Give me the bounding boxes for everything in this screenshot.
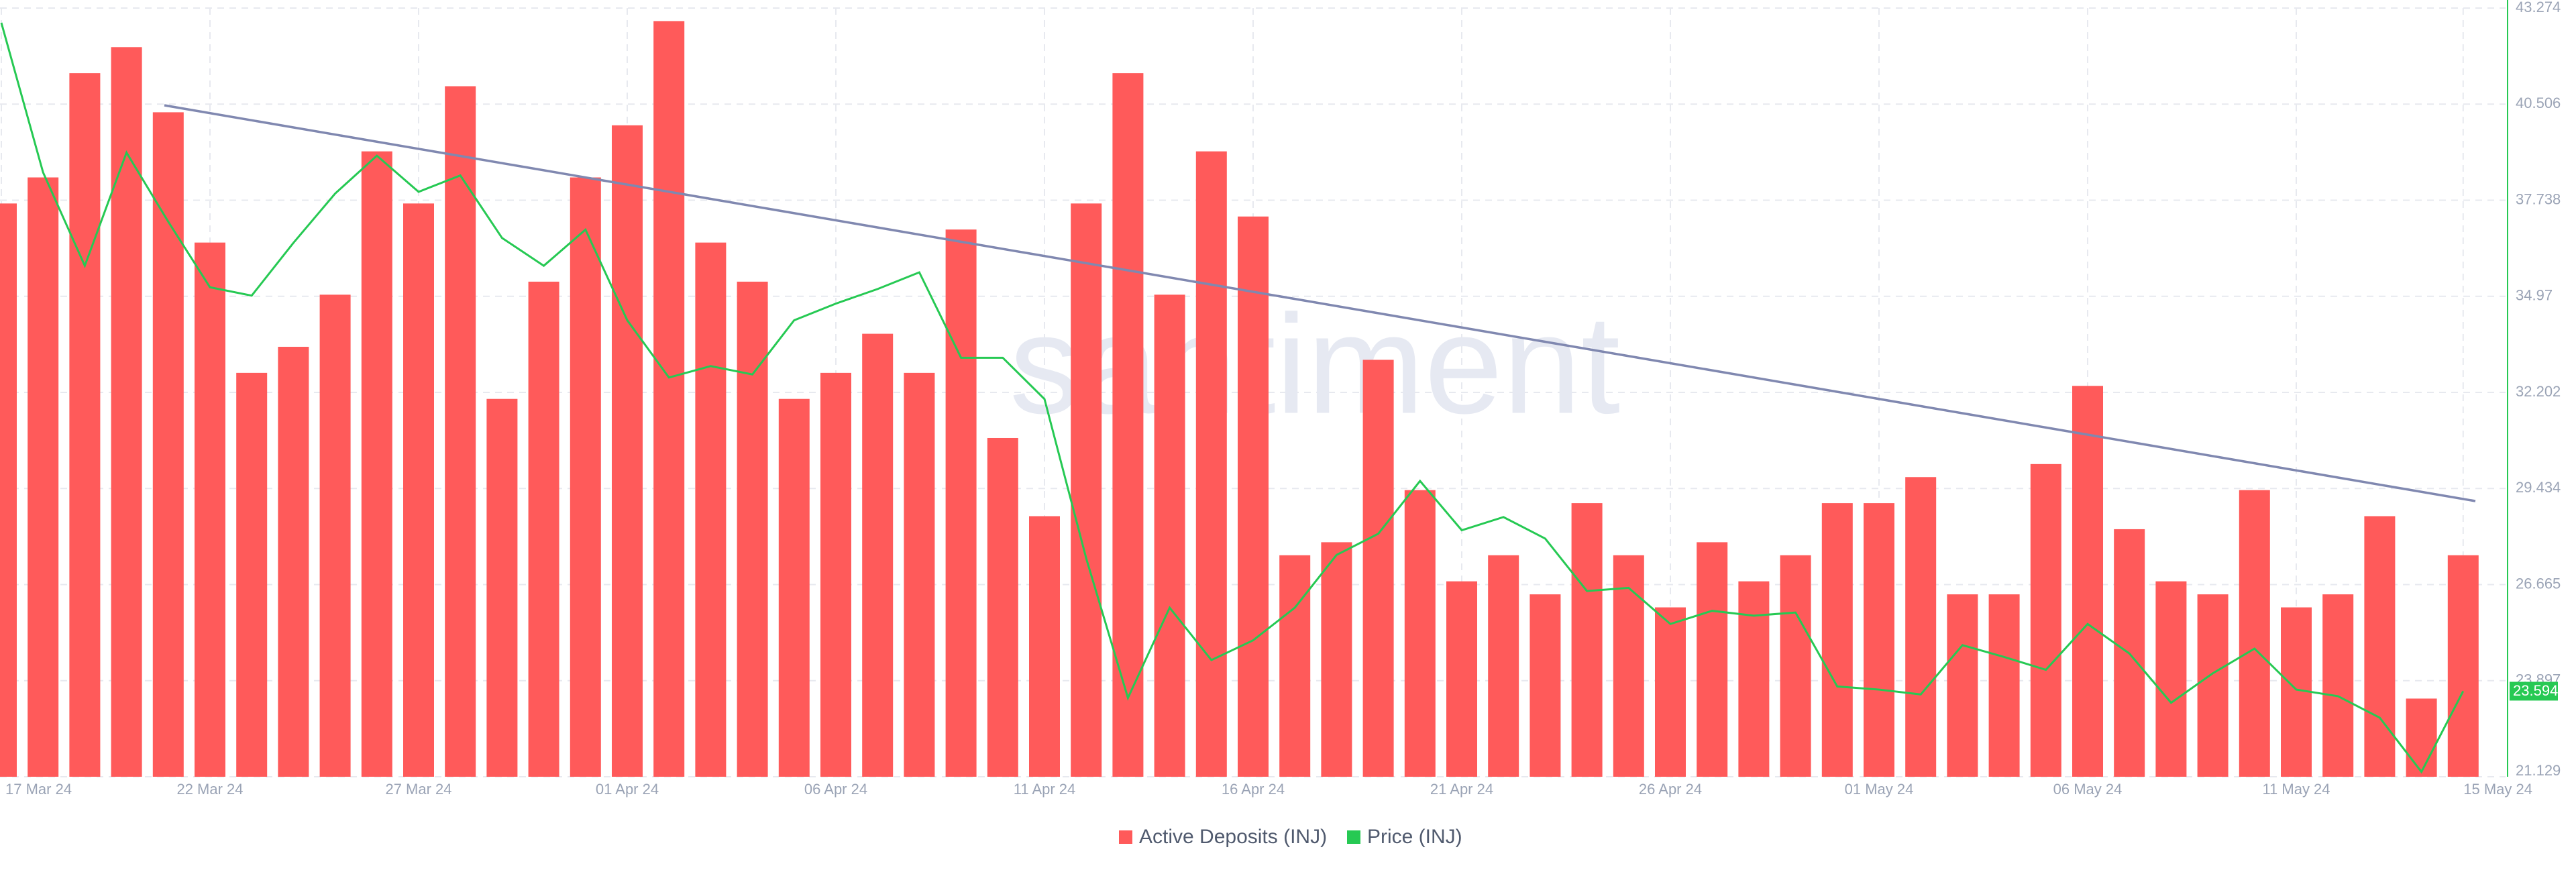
bar <box>1362 360 1394 777</box>
bar <box>2197 594 2229 777</box>
bar <box>1571 503 1603 777</box>
x-tick-label: 06 Apr 24 <box>804 781 867 798</box>
bar <box>236 372 268 777</box>
x-tick-label: 17 Mar 24 <box>5 781 72 798</box>
bar <box>1112 73 1144 777</box>
bar <box>1947 594 1978 777</box>
bar <box>2239 490 2270 777</box>
bar <box>528 281 559 777</box>
bar <box>2155 581 2187 777</box>
bar <box>1488 555 1519 777</box>
legend-label: Active Deposits (INJ) <box>1139 826 1327 848</box>
x-tick-label: 21 Apr 24 <box>1430 781 1493 798</box>
legend-swatch <box>1347 830 1360 844</box>
watermark: santiment <box>1010 285 1620 443</box>
bar <box>1697 542 1728 777</box>
bar <box>570 177 601 777</box>
axes: 21.12923.89726.66529.43432.20234.9737.73… <box>5 0 2561 798</box>
x-tick-label: 11 May 24 <box>2262 781 2330 798</box>
bar <box>2447 555 2479 777</box>
y2-tick-label: 21.129 <box>2516 762 2561 779</box>
bar <box>1529 594 1561 777</box>
bar <box>820 372 851 777</box>
bar <box>1864 503 1894 777</box>
bar <box>2364 516 2396 777</box>
bar <box>2322 594 2354 777</box>
bar <box>1071 203 1102 777</box>
trend-line <box>164 104 2476 502</box>
bar <box>612 125 643 777</box>
bar <box>403 203 434 777</box>
bar <box>319 294 351 777</box>
bar <box>1446 581 1477 777</box>
bar <box>111 47 142 777</box>
bar <box>69 73 101 777</box>
bar <box>445 86 476 777</box>
x-tick-label: 01 Apr 24 <box>596 781 659 798</box>
x-tick-label: 27 Mar 24 <box>385 781 451 798</box>
bar <box>1154 294 1185 777</box>
y2-tick-label: 40.506 <box>2516 95 2561 111</box>
legend-swatch <box>1119 830 1132 844</box>
legend-item[interactable]: Active Deposits (INJ) <box>1119 826 1327 848</box>
bar <box>1404 490 1436 777</box>
legend-label: Price (INJ) <box>1367 826 1462 848</box>
line <box>0 22 2465 774</box>
bar <box>152 112 184 777</box>
bar <box>1238 216 1269 777</box>
bar <box>1655 607 1686 777</box>
bar <box>195 242 225 777</box>
bar <box>2030 464 2061 777</box>
x-tick-label: 16 Apr 24 <box>1222 781 1285 798</box>
legend-item[interactable]: Price (INJ) <box>1347 826 1462 848</box>
bar <box>904 372 935 777</box>
bar <box>778 398 810 777</box>
bar <box>486 398 518 777</box>
last-value-label: 23.594 <box>2513 682 2558 699</box>
bar <box>1780 555 1811 777</box>
bar <box>1321 542 1352 777</box>
x-tick-label: 11 Apr 24 <box>1014 781 1076 798</box>
y2-tick-label: 37.738 <box>2516 190 2561 207</box>
bar <box>28 177 59 777</box>
bar <box>862 333 894 777</box>
x-tick-label: 01 May 24 <box>1845 781 1914 798</box>
bar <box>1279 555 1311 777</box>
bar <box>2072 386 2103 777</box>
legend: Active Deposits (INJ) Price (INJ) <box>1119 826 1462 848</box>
bar <box>1613 555 1644 777</box>
bar <box>695 242 727 777</box>
bar <box>653 21 685 777</box>
price-line <box>0 22 2465 774</box>
y2-tick-label: 32.202 <box>2516 383 2561 400</box>
bar <box>737 281 768 777</box>
bar <box>278 347 309 777</box>
bar <box>0 203 17 777</box>
x-tick-label: 26 Apr 24 <box>1639 781 1702 798</box>
bars <box>0 21 2479 777</box>
x-tick-label: 22 Mar 24 <box>176 781 243 798</box>
x-tick-label: 15 May 24 <box>2463 781 2532 798</box>
x-tick-label: 06 May 24 <box>2053 781 2123 798</box>
bar <box>361 151 392 777</box>
bar <box>2406 698 2437 777</box>
bar <box>1821 503 1853 777</box>
bar <box>945 229 977 777</box>
bar <box>987 437 1018 777</box>
y2-tick-label: 43.274 <box>2516 0 2561 15</box>
bar <box>1988 594 2020 777</box>
last-value-tag <box>2510 682 2558 701</box>
bar <box>1029 516 1060 777</box>
bar <box>1905 477 1937 777</box>
y2-tick-label: 34.97 <box>2516 287 2553 304</box>
bar <box>1195 151 1227 777</box>
bar <box>1738 581 1770 777</box>
y2-tick-label: 29.434 <box>2516 479 2561 496</box>
y2-tick-label: 26.665 <box>2516 575 2561 592</box>
